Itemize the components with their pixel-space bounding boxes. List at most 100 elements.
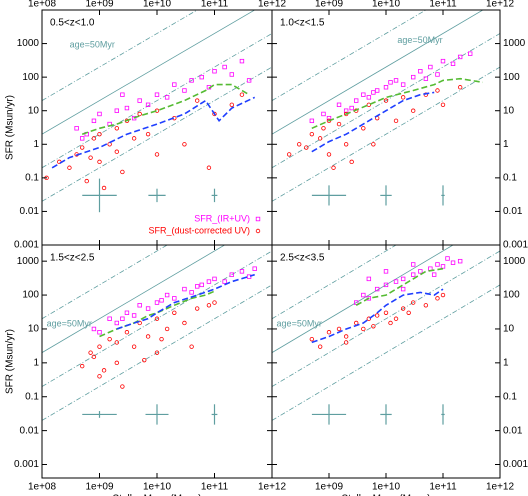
point (400, 82, 406, 87)
reference-line (272, 245, 397, 320)
point (361, 92, 366, 97)
point (388, 320, 393, 326)
point (154, 152, 160, 157)
y-tick-label: 1000 (503, 38, 526, 49)
point (97, 374, 102, 379)
point (440, 292, 446, 298)
y-tick-label: 1 (33, 139, 39, 150)
y-tick-label: 0.1 (25, 172, 39, 183)
panel: 1e+08 1e+09 1e+10 1e+11 1e+12 0.001 0.01 0.1 1 10… (5, 0, 287, 251)
x-tick-label: 1e+10 (143, 482, 172, 493)
point (164, 292, 170, 298)
point (410, 300, 416, 305)
point (172, 310, 177, 315)
reference-line (272, 250, 500, 387)
point (84, 178, 89, 184)
point (212, 276, 217, 282)
point (336, 326, 342, 332)
point (309, 131, 315, 137)
point (91, 326, 97, 332)
point (383, 282, 389, 288)
panel-label: 1.5<z<2.5 (50, 253, 95, 264)
point (114, 108, 120, 113)
point (440, 58, 446, 64)
point (366, 95, 372, 100)
x-tick-label: 1e+11 (429, 482, 457, 493)
annotation: age=50Myr (70, 40, 115, 50)
y-tick-label: 0.01 (20, 425, 40, 436)
point (206, 303, 212, 308)
point (145, 306, 151, 311)
panel: 1e+08 1e+09 1e+10 1e+11 1e+12 0.001 0.01 0.1 1 10… (5, 244, 286, 496)
reference-line (272, 10, 484, 135)
median-line (311, 77, 483, 130)
point (388, 80, 393, 85)
x-tick-label: 1e+12 (486, 0, 515, 10)
frame (271, 9, 501, 246)
point (435, 88, 440, 93)
point (457, 54, 463, 60)
point (88, 350, 93, 355)
y-tick-label: 0.001 (503, 459, 528, 470)
point (172, 82, 177, 87)
point (343, 142, 349, 147)
x-tick-label: 1e+11 (429, 0, 457, 10)
point (418, 69, 423, 74)
point (317, 136, 323, 141)
point (199, 282, 204, 288)
point (252, 266, 257, 271)
y-tick-label: 0.001 (14, 240, 39, 251)
point (336, 121, 342, 127)
point (440, 102, 446, 108)
point (194, 284, 200, 289)
legend-label: SFR_(IR+UV) (194, 213, 250, 223)
annotation: age=50Myr (397, 35, 442, 45)
point (189, 344, 194, 349)
point (107, 336, 112, 342)
point (309, 336, 315, 342)
point (97, 159, 102, 165)
y-tick-label: 0.01 (20, 206, 40, 217)
point (296, 142, 302, 147)
y-tick-label: 1000 (17, 256, 40, 267)
y-tick-label: 10 (503, 324, 515, 335)
point (467, 51, 473, 56)
reference-line (272, 284, 500, 421)
median-line (311, 288, 444, 344)
point (114, 360, 120, 366)
point (349, 159, 354, 165)
point (286, 152, 292, 157)
point (371, 90, 376, 95)
point (393, 118, 399, 124)
y-tick-label: 100 (503, 290, 520, 301)
point (88, 155, 93, 160)
point (107, 142, 112, 147)
point (239, 58, 245, 64)
point (154, 350, 160, 355)
point (309, 118, 315, 124)
y-tick-label: 1 (503, 357, 509, 368)
x-tick-label: 1e+08 (28, 482, 57, 493)
plot-area (272, 245, 500, 425)
point (239, 269, 245, 274)
point (172, 296, 177, 301)
point (383, 310, 389, 315)
point (131, 344, 137, 349)
point (361, 326, 366, 332)
point (374, 88, 380, 93)
reference-line (272, 245, 454, 353)
point (145, 334, 151, 339)
y-tick-label: 1000 (17, 38, 40, 49)
point (159, 336, 164, 342)
point (124, 310, 130, 315)
point (239, 92, 245, 97)
point (326, 330, 332, 335)
point (428, 64, 433, 70)
point (164, 95, 170, 100)
point (114, 126, 120, 131)
point (321, 126, 326, 131)
point (212, 300, 217, 305)
point (229, 72, 235, 77)
point (410, 74, 416, 80)
y-tick-label: 10 (28, 324, 40, 335)
